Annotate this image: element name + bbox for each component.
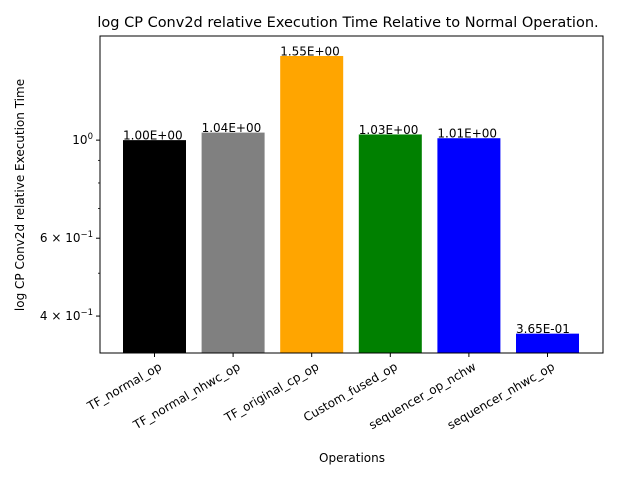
y-tick-label: 6 × 10−1 xyxy=(40,230,93,245)
y-tick-label-base: 6 × 10 xyxy=(40,231,81,245)
y-tick-label: 4 × 10−1 xyxy=(40,308,93,323)
x-axis-label: Operations xyxy=(319,451,385,465)
y-tick-label-exponent: 0 xyxy=(88,132,93,142)
x-tick-label: TF_normal_op xyxy=(84,359,164,413)
chart-title: log CP Conv2d relative Execution Time Re… xyxy=(97,15,598,31)
bar-sequencer_nhwc_op xyxy=(516,333,579,353)
data-label-TF_original_cp_op: 1.55E+00 xyxy=(280,44,340,58)
bar-sequencer_op_nchw xyxy=(437,138,501,353)
data-labels-group: 1.00E+00 1.04E+00 1.55E+00 1.03E+00 1.01E+00… xyxy=(123,44,570,336)
bar-TF_normal_op xyxy=(123,140,186,353)
y-tick-label-base: 4 × 10 xyxy=(40,309,81,323)
bars-group xyxy=(123,55,579,353)
x-axis-ticks: TF_normal_opTF_normal_nhwc_opTF_original… xyxy=(84,353,557,433)
y-tick-label: 100 xyxy=(72,132,93,147)
data-label-TF_normal_nhwc_op: 1.04E+00 xyxy=(202,121,262,135)
bar-TF_original_cp_op xyxy=(280,55,344,353)
y-tick-label-exponent: −1 xyxy=(80,230,93,240)
y-tick-label-exponent: −1 xyxy=(80,308,93,318)
bar-TF_normal_nhwc_op xyxy=(201,132,265,353)
data-label-sequencer_nhwc_op: 3.65E-01 xyxy=(516,322,570,336)
data-label-Custom_fused_op: 1.03E+00 xyxy=(359,123,419,137)
y-axis-label: log CP Conv2d relative Execution Time xyxy=(13,79,27,311)
data-label-TF_normal_op: 1.00E+00 xyxy=(123,129,183,143)
bar-Custom_fused_op xyxy=(358,134,422,353)
plot-frame xyxy=(99,35,604,354)
y-tick-label-base: 10 xyxy=(72,133,87,147)
data-label-sequencer_op_nchw: 1.01E+00 xyxy=(437,127,497,141)
